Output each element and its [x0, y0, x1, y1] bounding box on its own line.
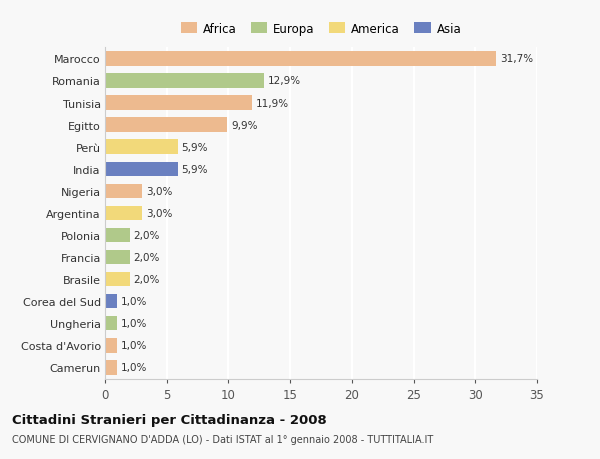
- Text: COMUNE DI CERVIGNANO D'ADDA (LO) - Dati ISTAT al 1° gennaio 2008 - TUTTITALIA.IT: COMUNE DI CERVIGNANO D'ADDA (LO) - Dati …: [12, 434, 433, 444]
- Text: 2,0%: 2,0%: [133, 274, 160, 285]
- Bar: [105, 96, 252, 111]
- Text: 1,0%: 1,0%: [121, 297, 148, 307]
- Bar: [105, 206, 142, 221]
- Bar: [105, 316, 118, 331]
- Text: 31,7%: 31,7%: [500, 54, 533, 64]
- Text: 3,0%: 3,0%: [146, 186, 172, 196]
- Text: 1,0%: 1,0%: [121, 319, 148, 329]
- Text: 2,0%: 2,0%: [133, 230, 160, 241]
- Text: 5,9%: 5,9%: [182, 142, 208, 152]
- Text: 3,0%: 3,0%: [146, 208, 172, 218]
- Bar: [105, 228, 130, 243]
- Text: 12,9%: 12,9%: [268, 76, 301, 86]
- Bar: [105, 360, 118, 375]
- Bar: [105, 294, 118, 309]
- Bar: [105, 272, 130, 287]
- Bar: [105, 162, 178, 177]
- Text: Cittadini Stranieri per Cittadinanza - 2008: Cittadini Stranieri per Cittadinanza - 2…: [12, 413, 327, 426]
- Text: 5,9%: 5,9%: [182, 164, 208, 174]
- Bar: [105, 338, 118, 353]
- Text: 9,9%: 9,9%: [231, 120, 257, 130]
- Bar: [105, 250, 130, 265]
- Bar: [105, 184, 142, 199]
- Bar: [105, 118, 227, 133]
- Text: 2,0%: 2,0%: [133, 252, 160, 263]
- Text: 11,9%: 11,9%: [256, 98, 289, 108]
- Text: 1,0%: 1,0%: [121, 341, 148, 351]
- Bar: [105, 52, 496, 67]
- Bar: [105, 74, 264, 89]
- Legend: Africa, Europa, America, Asia: Africa, Europa, America, Asia: [181, 23, 461, 36]
- Bar: [105, 140, 178, 155]
- Text: 1,0%: 1,0%: [121, 363, 148, 373]
